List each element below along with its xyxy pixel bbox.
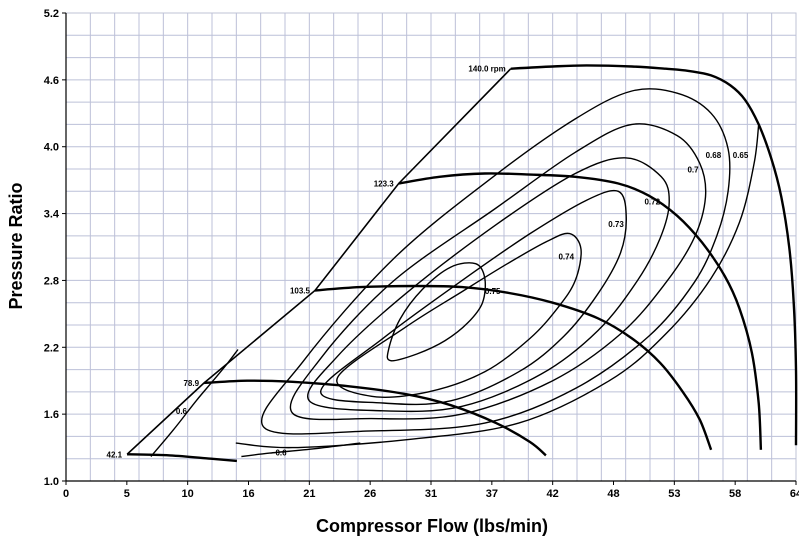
speed-line-label: 123.3 bbox=[374, 179, 395, 188]
x-tick-label: 31 bbox=[425, 488, 437, 500]
y-tick-label: 2.8 bbox=[44, 275, 59, 287]
chart-curves bbox=[126, 64, 798, 463]
y-tick-label: 1.6 bbox=[44, 409, 59, 421]
x-tick-label: 42 bbox=[547, 488, 559, 500]
y-axis-title: Pressure Ratio bbox=[6, 182, 26, 309]
efficiency-label: 0.68 bbox=[706, 151, 722, 160]
y-tick-label: 4.0 bbox=[44, 142, 59, 154]
speed-line-label: 103.5 bbox=[290, 286, 311, 295]
efficiency-label: 0.72 bbox=[644, 198, 660, 207]
x-tick-label: 64 bbox=[790, 488, 799, 500]
x-tick-label: 48 bbox=[607, 488, 619, 500]
speed-line-78-9 bbox=[204, 379, 547, 457]
x-tick-label: 53 bbox=[668, 488, 680, 500]
speed-line-42-1 bbox=[127, 453, 237, 463]
x-axis-title: Compressor Flow (lbs/min) bbox=[316, 516, 548, 536]
y-axis-ticks: 1.0 1.6 2.2 2.8 3.4 4.0 4.6 5.2 bbox=[44, 8, 66, 488]
efficiency-label: 0.6 bbox=[275, 448, 287, 457]
speed-line-103-5 bbox=[314, 284, 713, 451]
efficiency-label: 0.74 bbox=[558, 252, 574, 261]
y-tick-label: 5.2 bbox=[44, 8, 59, 20]
y-tick-label: 1.0 bbox=[44, 476, 59, 488]
x-tick-label: 0 bbox=[63, 488, 69, 500]
efficiency-island-0-72 bbox=[307, 157, 670, 413]
x-tick-label: 21 bbox=[303, 488, 315, 500]
efficiency-island-0-7 bbox=[289, 123, 707, 421]
speed-line-123-3 bbox=[398, 172, 763, 450]
chart-labels: 42.1 78.9 103.5 123.3 140.0 rpm 0.75 0.74 0.73 0… bbox=[107, 65, 749, 460]
x-tick-label: 37 bbox=[486, 488, 498, 500]
efficiency-island-0-6 bbox=[150, 349, 239, 457]
efficiency-label: 0.7 bbox=[687, 165, 699, 174]
y-tick-label: 3.4 bbox=[44, 209, 60, 221]
efficiency-island-0-73 bbox=[319, 189, 627, 406]
x-tick-label: 58 bbox=[729, 488, 741, 500]
efficiency-island-0-74 bbox=[336, 232, 582, 398]
speed-line-label: 42.1 bbox=[107, 450, 123, 459]
efficiency-island-0-68 bbox=[261, 88, 731, 435]
y-tick-label: 2.2 bbox=[44, 342, 59, 354]
efficiency-label: 0.6 bbox=[176, 407, 188, 416]
y-tick-label: 4.6 bbox=[44, 75, 59, 87]
speed-line-140-0 bbox=[510, 64, 798, 446]
speed-line-label: 78.9 bbox=[183, 379, 199, 388]
x-tick-label: 16 bbox=[242, 488, 254, 500]
efficiency-label: 0.73 bbox=[608, 220, 624, 229]
x-tick-label: 26 bbox=[364, 488, 376, 500]
efficiency-label: 0.65 bbox=[733, 151, 749, 160]
efficiency-label: 0.75 bbox=[485, 287, 501, 296]
x-tick-label: 10 bbox=[182, 488, 194, 500]
speed-line-label: 140.0 rpm bbox=[468, 65, 505, 74]
x-tick-label: 5 bbox=[124, 488, 130, 500]
grid bbox=[65, 12, 797, 482]
x-axis-ticks: 0 5 10 16 21 26 31 37 42 48 53 58 64 bbox=[63, 481, 799, 500]
efficiency-island-0-6 bbox=[241, 442, 361, 458]
